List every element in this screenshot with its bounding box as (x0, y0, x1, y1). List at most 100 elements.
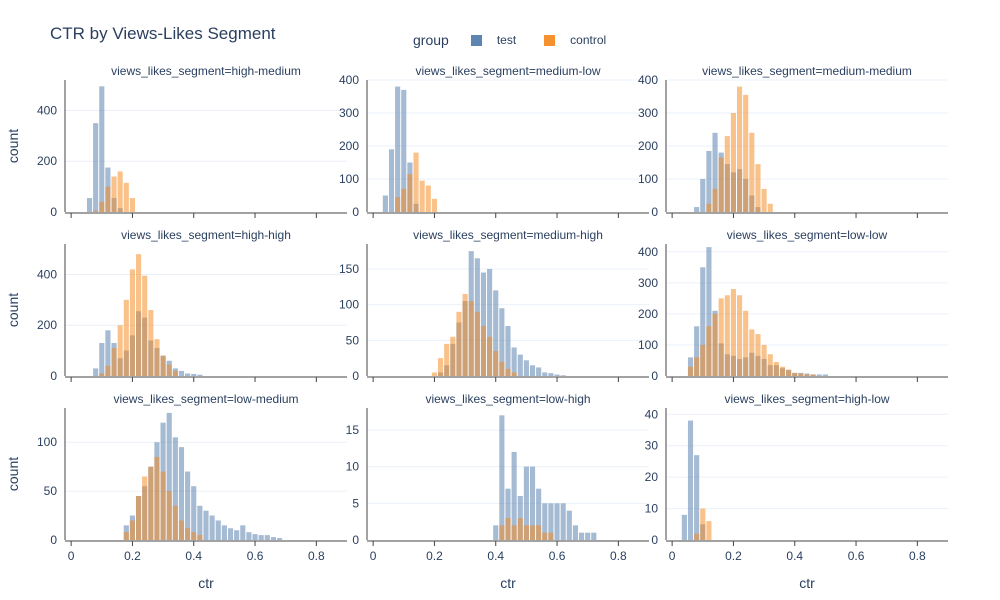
bar-test (542, 503, 548, 540)
bar-control (792, 372, 798, 376)
bar-control (706, 326, 712, 376)
y-tick-label: 0 (651, 533, 658, 547)
bar-control (724, 295, 730, 376)
bar-test (166, 412, 172, 540)
y-tick-label: 0 (352, 369, 359, 383)
bar-control (786, 369, 792, 376)
bar-control (523, 525, 529, 540)
bar-control (767, 203, 773, 212)
x-tick-label: 0.4 (487, 549, 504, 563)
bar-test (197, 505, 203, 540)
bar-test (99, 343, 105, 376)
bar-test (560, 375, 566, 376)
subplot-title: views_likes_segment=medium-high (413, 228, 603, 242)
bar-control (542, 532, 548, 540)
bar-test (706, 150, 712, 212)
bar-control (730, 113, 736, 212)
bar-control (743, 94, 749, 212)
x-tick-label: 0.8 (909, 549, 926, 563)
bar-test (86, 198, 93, 212)
bar-control (172, 505, 178, 540)
x-tick-label: 0.2 (725, 549, 742, 563)
bar-control (438, 358, 444, 376)
bar-control (413, 152, 419, 212)
bar-control (123, 182, 129, 212)
bar-control (401, 188, 407, 212)
bar-test (517, 354, 523, 376)
y-tick-label: 100 (638, 338, 658, 352)
bar-control (743, 310, 749, 376)
bar-control (462, 293, 468, 376)
bar-control (505, 518, 511, 540)
y-tick-label: 200 (37, 154, 57, 168)
bar-test (511, 347, 517, 376)
legend-swatch-test (470, 34, 482, 46)
y-tick-label: 200 (339, 139, 359, 153)
bar-test (554, 503, 560, 540)
subplot-title: views_likes_segment=high-medium (111, 64, 301, 78)
bar-control (129, 520, 135, 540)
bar-test (209, 515, 215, 540)
bar-test (240, 525, 246, 540)
bar-test (203, 510, 209, 540)
bar-test (548, 503, 554, 540)
bar-test (277, 538, 283, 540)
y-tick-label: 400 (638, 73, 658, 87)
subplot-title: views_likes_segment=medium-medium (702, 64, 912, 78)
y-tick-label: 5 (352, 496, 359, 510)
bar-control (148, 310, 154, 376)
bar-control (172, 370, 178, 376)
bar-control (105, 186, 111, 212)
bar-test (185, 373, 191, 376)
x-tick-label: 0.6 (848, 549, 865, 563)
bar-control (105, 365, 111, 376)
bar-control (185, 528, 191, 540)
bar-test (93, 123, 99, 212)
y-tick-label: 0 (352, 533, 359, 547)
bar-test (529, 365, 536, 376)
bar-test (542, 372, 548, 376)
legend-item-test[interactable]: test (470, 33, 516, 47)
bar-control (111, 176, 117, 212)
bar-test (579, 532, 585, 540)
bar-test (382, 195, 388, 212)
bar-control (123, 532, 129, 540)
bar-control (111, 348, 117, 376)
panel-5: views_likes_segment=medium-high 0 50 100 150 (339, 228, 649, 383)
bar-control (511, 372, 517, 376)
subplot-title: views_likes_segment=high-low (724, 392, 889, 406)
bar-test (234, 530, 240, 540)
bar-test (93, 368, 99, 376)
bar-test (264, 535, 270, 540)
bar-control (529, 525, 536, 540)
y-tick-label: 150 (339, 262, 359, 276)
bar-test (105, 330, 111, 376)
x-tick-label: 0.2 (124, 549, 141, 563)
bar-test (178, 370, 185, 376)
bar-control (493, 351, 499, 376)
bar-control (480, 326, 487, 376)
bar-control (761, 344, 767, 376)
bar-control (499, 525, 505, 540)
panel-1: views_likes_segment=high-medium 0 200 400 co… (5, 64, 347, 219)
bar-control (798, 373, 804, 376)
y-axis-title: count (5, 293, 21, 327)
bar-test (178, 447, 185, 540)
legend-item-control[interactable]: control (544, 33, 606, 47)
y-tick-label: 400 (37, 267, 57, 281)
x-tick-label: 0.8 (308, 549, 325, 563)
bar-control (700, 344, 706, 376)
y-axis-title: count (5, 129, 21, 163)
bar-test (388, 149, 395, 212)
bar-control (123, 299, 129, 376)
bar-test (480, 272, 487, 376)
bar-control (142, 476, 148, 540)
y-tick-label: 100 (339, 298, 359, 312)
bar-test (197, 374, 203, 376)
y-tick-label: 0 (352, 205, 359, 219)
x-axis-title: ctr (198, 575, 214, 591)
y-tick-label: 50 (44, 484, 58, 498)
bar-control (129, 198, 135, 212)
bar-test (523, 466, 529, 540)
bar-test (816, 374, 822, 376)
